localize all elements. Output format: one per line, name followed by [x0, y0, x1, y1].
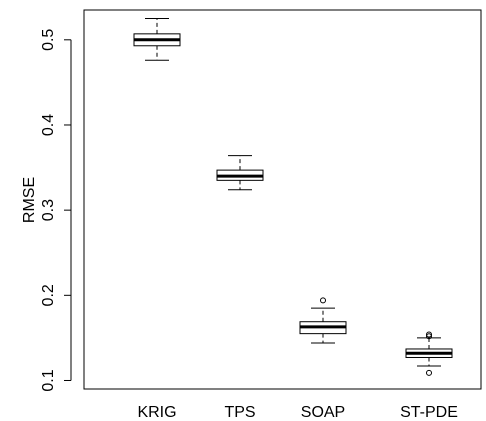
box-st-pde: [405, 331, 453, 376]
x-category-label: KRIG: [137, 404, 176, 421]
y-tick-label: 0.1: [40, 369, 57, 391]
outlier-point: [320, 297, 326, 304]
box-tps: [216, 155, 264, 191]
box-krig: [133, 18, 181, 61]
y-tick-label: 0.5: [40, 29, 57, 51]
outlier-point: [426, 369, 432, 376]
outlier-point: [426, 333, 432, 340]
x-category-label: TPS: [224, 404, 255, 421]
y-tick-label: 0.4: [40, 114, 57, 136]
boxes-group: [133, 18, 453, 376]
outlier-point: [426, 331, 432, 338]
box-soap: [299, 297, 347, 344]
y-axis-title: RMSE: [21, 177, 38, 223]
x-axis: KRIG TPS SOAP ST-PDE: [137, 404, 457, 421]
plot-frame: [83, 9, 482, 390]
y-tick-label: 0.3: [40, 199, 57, 221]
x-category-label: ST-PDE: [400, 404, 458, 421]
y-axis: 0.1 0.2 0.3 0.4 0.5: [40, 29, 72, 392]
y-tick-label: 0.2: [40, 284, 57, 306]
x-category-label: SOAP: [301, 404, 345, 421]
